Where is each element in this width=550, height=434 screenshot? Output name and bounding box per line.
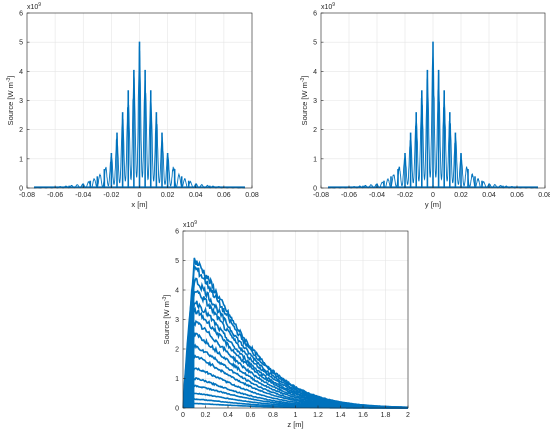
x-tick-label: 0.8 xyxy=(268,412,278,419)
x-axis-label: y [m] xyxy=(425,200,441,209)
x-tick-label: 0.06 xyxy=(510,192,524,199)
chart-panel-3: 0 0.2 0.4 0.6 0.8 1 1.2 1.4 1.6 1.8 2 0 1 2 3 4 5 6 x109 z … xyxy=(162,220,410,429)
y-label-base: Source [W m xyxy=(300,82,309,125)
y-tick-label: 3 xyxy=(19,98,23,105)
y-tick-label: 6 xyxy=(175,229,179,236)
x-tick-label: 0 xyxy=(181,412,185,419)
y-tick-label: 0 xyxy=(19,186,23,193)
y-tick-label: 1 xyxy=(313,156,317,163)
y-label-end: ] xyxy=(162,295,171,297)
y-tick-label: 2 xyxy=(175,347,179,354)
y-label-sup: -3 xyxy=(6,77,12,82)
exponent-power: 9 xyxy=(38,2,41,8)
x-tick-label: 0.02 xyxy=(161,192,175,199)
x-tick-label: 1.2 xyxy=(313,412,323,419)
y-tick-label: 0 xyxy=(175,406,179,413)
x-tick-label: 0.08 xyxy=(538,192,550,199)
chart-panel-1: -0.08 -0.06 -0.04 -0.02 0 0.02 0.04 0.06 0.08 0 1 2… xyxy=(6,2,259,209)
x-tick-label: -0.04 xyxy=(75,192,91,199)
x-tick-label: 0.08 xyxy=(245,192,259,199)
series-1 xyxy=(33,41,246,189)
x-axis-label: z [m] xyxy=(287,420,303,429)
x-tick-label: 0.04 xyxy=(482,192,496,199)
exponent-base: x10 xyxy=(183,222,194,229)
exponent-power: 9 xyxy=(332,2,335,8)
x-tick-label: 1.4 xyxy=(336,412,346,419)
x-tick-label: -0.02 xyxy=(397,192,413,199)
y-tick-label: 1 xyxy=(175,376,179,383)
y-exponent-label: x109 xyxy=(27,2,41,11)
x-axis-label: x [m] xyxy=(131,200,147,209)
x-tick-label: 0.06 xyxy=(217,192,231,199)
x-tick-label: -0.06 xyxy=(341,192,357,199)
y-tick-label: 3 xyxy=(175,317,179,324)
y-tick-label: 6 xyxy=(313,11,317,18)
y-axis-label: Source [W m-3] xyxy=(300,76,309,126)
y-tick-label: 1 xyxy=(19,156,23,163)
y-label-sup: -3 xyxy=(162,296,168,301)
y-label-base: Source [W m xyxy=(162,301,171,344)
y-tick-label: 2 xyxy=(313,127,317,134)
x-tick-label: 2 xyxy=(406,412,410,419)
x-tick-label: -0.04 xyxy=(369,192,385,199)
y-label-end: ] xyxy=(6,76,15,78)
x-tick-label: -0.02 xyxy=(103,192,119,199)
x-tick-label: -0.08 xyxy=(19,192,35,199)
y-tick-label: 5 xyxy=(175,258,179,265)
exponent-base: x10 xyxy=(27,4,38,11)
y-tick-label: 4 xyxy=(313,69,317,76)
x-tick-label: 0.6 xyxy=(246,412,256,419)
y-tick-label: 4 xyxy=(175,288,179,295)
exponent-power: 9 xyxy=(194,220,197,226)
x-tick-label: -0.08 xyxy=(313,192,329,199)
y-tick-label: 3 xyxy=(313,98,317,105)
y-exponent-label: x109 xyxy=(183,220,197,229)
x-tick-label: 0.4 xyxy=(223,412,233,419)
y-exponent-label: x109 xyxy=(321,2,335,11)
x-tick-label: 0.02 xyxy=(454,192,468,199)
y-tick-label: 5 xyxy=(313,40,317,47)
y-tick-label: 5 xyxy=(19,40,23,47)
exponent-base: x10 xyxy=(321,4,332,11)
chart-panel-2: -0.08 -0.06 -0.04 -0.02 0 0.02 0.04 0.06 0.08 0 1 2… xyxy=(300,2,550,209)
y-axis-label: Source [W m-3] xyxy=(6,76,15,126)
x-tick-label: 1 xyxy=(294,412,298,419)
y-label-sup: -3 xyxy=(300,77,306,82)
x-tick-label: 1.6 xyxy=(358,412,368,419)
x-tick-label: 0 xyxy=(431,192,435,199)
y-tick-label: 0 xyxy=(313,186,317,193)
y-tick-label: 2 xyxy=(19,127,23,134)
x-tick-label: 0.2 xyxy=(201,412,211,419)
x-tick-label: 1.8 xyxy=(381,412,391,419)
y-axis-label: Source [W m-3] xyxy=(162,295,171,345)
y-tick-label: 4 xyxy=(19,69,23,76)
x-tick-label: -0.06 xyxy=(47,192,63,199)
y-tick-label: 6 xyxy=(19,11,23,18)
x-tick-label: 0.04 xyxy=(189,192,203,199)
x-tick-label: 0 xyxy=(138,192,142,199)
y-label-end: ] xyxy=(300,76,309,78)
y-label-base: Source [W m xyxy=(6,82,15,125)
